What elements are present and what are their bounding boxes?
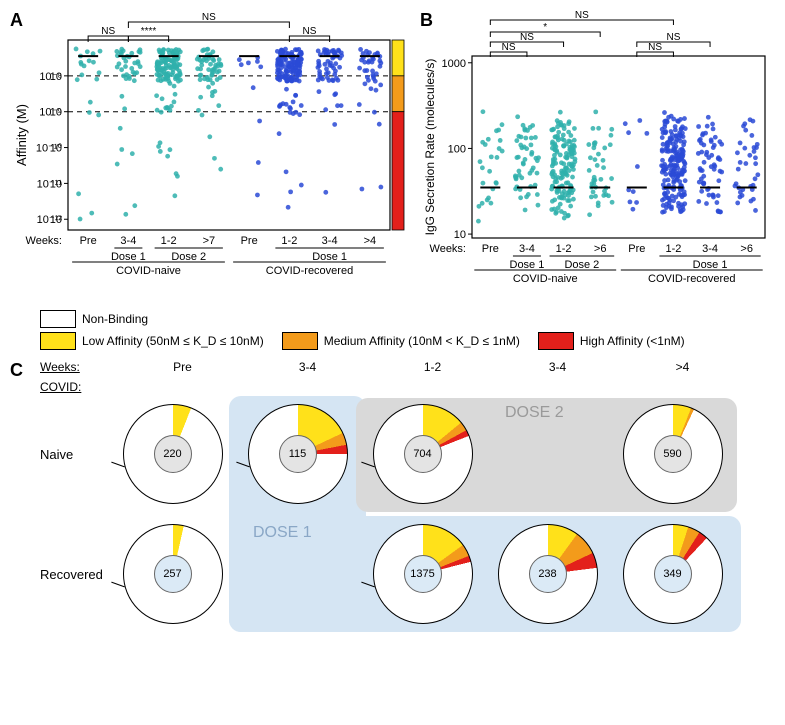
panel-b: B 10 100 1000 IgG Secretion Rate (molecules… [420,10,775,300]
col-header: 1-2 [370,360,495,374]
svg-text:10⁻¹¹: 10⁻¹¹ [37,178,63,190]
svg-text:COVID-naive: COVID-naive [513,273,578,285]
svg-text:10⁻⁹: 10⁻⁹ [39,107,62,119]
svg-text:Dose 2: Dose 2 [171,251,206,263]
pie-count: 115 [279,435,317,473]
svg-text:10⁻⁸: 10⁻⁸ [39,71,62,83]
legend-item-low: Low Affinity (50nM ≤ K_D ≤ 10nM) [40,332,264,350]
svg-text:NS: NS [520,32,534,43]
svg-text:IgG Secretion Rate (molecules/: IgG Secretion Rate (molecules/s) [423,59,437,236]
panel-a: A 1010101010Affinity (M)10⁻⁸10⁻⁹10⁻¹⁰10⁻… [10,10,410,300]
pie-count: 349 [654,555,692,593]
panel-a-chart: 1010101010Affinity (M)10⁻⁸10⁻⁹10⁻¹⁰10⁻¹¹… [10,10,410,300]
svg-text:1000: 1000 [442,58,466,70]
swatch-low [40,332,76,350]
svg-text:>4: >4 [364,235,377,247]
legend-item-high: High Affinity (<1nM) [538,332,685,350]
panel-b-label: B [420,10,433,31]
svg-text:3-4: 3-4 [519,243,535,255]
svg-text:Weeks:: Weeks: [430,243,466,255]
svg-text:1-2: 1-2 [161,235,177,247]
svg-text:3-4: 3-4 [322,235,338,247]
covid-header: COVID: [40,380,775,394]
svg-text:Pre: Pre [482,243,499,255]
svg-text:*: * [543,22,547,33]
pie: 257 [123,524,223,624]
svg-text:10⁻¹²: 10⁻¹² [37,214,63,226]
svg-text:NS: NS [666,32,680,43]
pie-count: 1375 [404,555,442,593]
svg-text:NS: NS [303,26,317,37]
c-row-recovered: Recovered 257 1375 238 349 [40,514,775,634]
panel-c: C Weeks: Pre 3-4 1-2 3-4 >4 COVID: DOSE … [10,360,775,634]
svg-text:1-2: 1-2 [665,243,681,255]
pie-count: 220 [154,435,192,473]
svg-text:Pre: Pre [80,235,97,247]
pie: 704 [373,404,473,504]
legend-label: Non-Binding [82,312,148,326]
svg-text:Affinity (M): Affinity (M) [14,104,29,166]
col-header: 3-4 [495,360,620,374]
swatch-high [538,332,574,350]
svg-text:COVID-naive: COVID-naive [116,265,181,277]
row-label: Recovered [40,567,110,582]
svg-text:>6: >6 [594,243,607,255]
pie-count: 704 [404,435,442,473]
svg-text:>6: >6 [740,243,753,255]
svg-text:3-4: 3-4 [702,243,718,255]
pie: 1375 [373,524,473,624]
svg-text:Dose 2: Dose 2 [564,259,599,271]
svg-text:Dose 1: Dose 1 [312,251,347,263]
legend-label: Low Affinity (50nM ≤ K_D ≤ 10nM) [82,334,264,348]
svg-text:NS: NS [101,26,115,37]
col-header: 3-4 [245,360,370,374]
pie-count: 257 [154,555,192,593]
svg-text:NS: NS [202,12,216,23]
col-header: >4 [620,360,745,374]
row-label: Naive [40,447,110,462]
svg-text:Dose 1: Dose 1 [510,259,545,271]
svg-text:Dose 1: Dose 1 [111,251,146,263]
weeks-header: Weeks: [40,360,120,374]
svg-text:3-4: 3-4 [120,235,136,247]
pie: 349 [623,524,723,624]
legend-label: High Affinity (<1nM) [580,334,685,348]
svg-text:10: 10 [454,229,466,241]
swatch-medium [282,332,318,350]
svg-text:1-2: 1-2 [281,235,297,247]
svg-text:****: **** [141,26,157,37]
svg-text:10⁻¹⁰: 10⁻¹⁰ [36,143,63,155]
panel-b-chart: 10 100 1000 IgG Secretion Rate (molecules/s… [420,10,775,300]
svg-text:>7: >7 [203,235,216,247]
pie: 115 [248,404,348,504]
svg-text:COVID-recovered: COVID-recovered [648,273,735,285]
col-header: Pre [120,360,245,374]
c-row-naive: Naive 220 115 704 590 [40,394,775,514]
pie: 220 [123,404,223,504]
legend-item-nonbinding: Non-Binding [40,310,148,328]
svg-text:NS: NS [575,10,589,21]
svg-text:Weeks:: Weeks: [26,235,62,247]
svg-text:NS: NS [502,42,516,53]
legend: Non-Binding Low Affinity (50nM ≤ K_D ≤ 1… [40,310,775,350]
panel-a-label: A [10,10,23,31]
svg-text:Pre: Pre [241,235,258,247]
svg-text:NS: NS [648,42,662,53]
pie-count: 238 [529,555,567,593]
svg-text:COVID-recovered: COVID-recovered [266,265,353,277]
legend-label: Medium Affinity (10nM < K_D ≤ 1nM) [324,334,520,348]
swatch-nonbinding [40,310,76,328]
pie-count: 590 [654,435,692,473]
pie: 238 [498,524,598,624]
svg-text:1-2: 1-2 [556,243,572,255]
svg-text:Pre: Pre [628,243,645,255]
panel-c-label: C [10,360,23,381]
svg-text:100: 100 [448,143,466,155]
pie: 590 [623,404,723,504]
svg-text:Dose 1: Dose 1 [693,259,728,271]
legend-item-medium: Medium Affinity (10nM < K_D ≤ 1nM) [282,332,520,350]
